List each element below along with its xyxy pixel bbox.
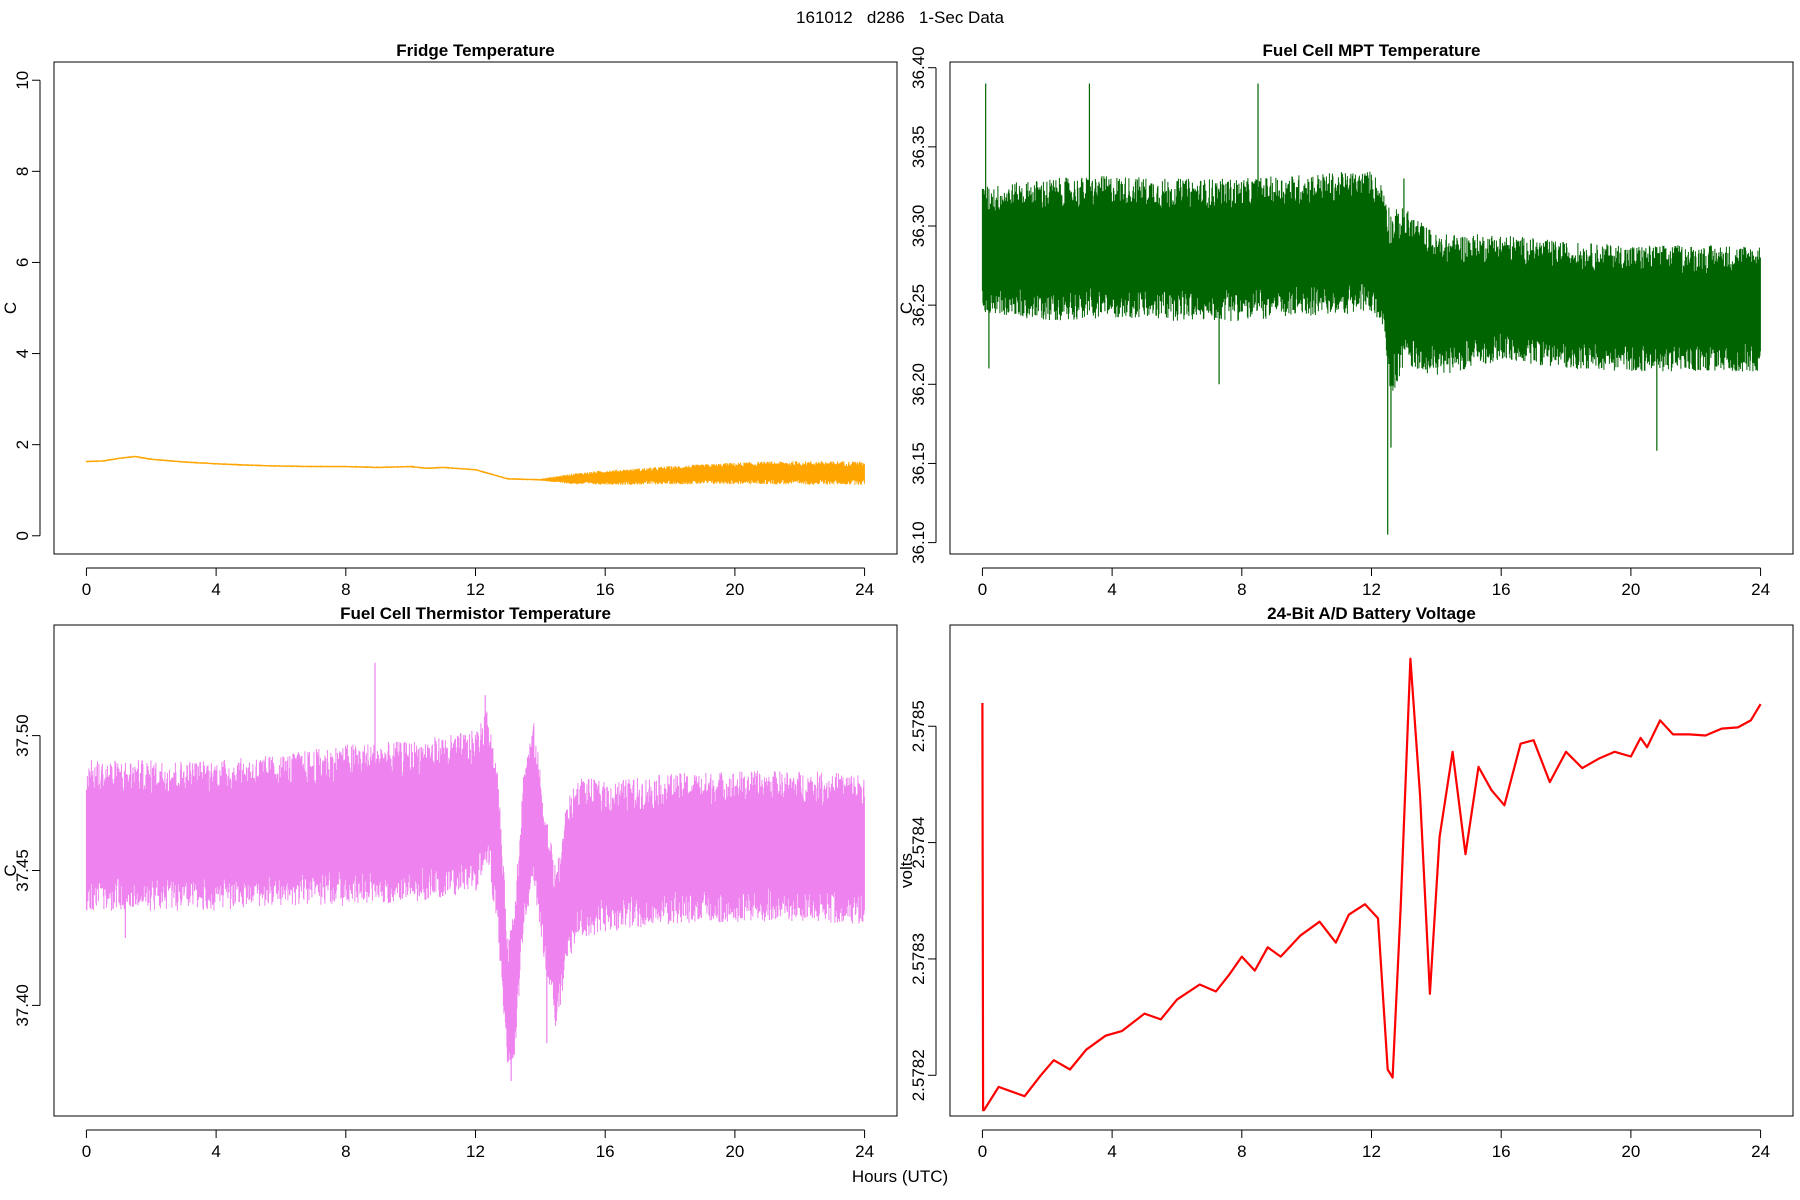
- series-fridge: [85, 455, 865, 485]
- x-tick-label: 24: [1751, 580, 1770, 599]
- y-tick-label: 36.25: [909, 284, 928, 327]
- x-tick-label: 12: [1362, 1142, 1381, 1161]
- chart-title: Fuel Cell Thermistor Temperature: [340, 604, 611, 623]
- y-tick-label: 8: [13, 167, 32, 176]
- x-tick-label: 0: [82, 1142, 91, 1161]
- y-tick-label: 2.5784: [909, 817, 928, 869]
- y-tick-label: 10: [13, 71, 32, 90]
- y-tick-label: 2: [13, 440, 32, 449]
- x-axis-label: Hours (UTC): [852, 1167, 948, 1186]
- y-axis: 37.40 37.45 37.50: [13, 714, 41, 1027]
- x-tick-label: 20: [1621, 580, 1640, 599]
- x-tick-label: 24: [1751, 1142, 1770, 1161]
- y-tick-label: 2.5785: [909, 700, 928, 752]
- x-tick-label: 20: [1621, 1142, 1640, 1161]
- y-tick-label: 6: [13, 258, 32, 267]
- x-tick-label: 24: [855, 1142, 874, 1161]
- x-axis: 0 4 8 12 16 20 24: [978, 1129, 1770, 1161]
- x-tick-label: 16: [596, 1142, 615, 1161]
- chart-mpt: Fuel Cell MPT Temperature C 0 4 8 12 16 20 24 36.…: [897, 41, 1794, 599]
- x-tick-label: 4: [211, 1142, 220, 1161]
- x-tick-label: 24: [855, 580, 874, 599]
- y-axis: 0 2 4 6 8 10: [13, 71, 41, 541]
- x-tick-label: 12: [466, 1142, 485, 1161]
- series-band: [981, 171, 1761, 391]
- series-band: [85, 711, 865, 1065]
- x-tick-label: 12: [1362, 580, 1381, 599]
- x-tick-label: 0: [82, 580, 91, 599]
- y-tick-label: 2.5782: [909, 1049, 928, 1101]
- y-axis: 36.10 36.15 36.20 36.25 36.30 36.35 36.40: [909, 46, 937, 564]
- y-tick-label: 37.50: [13, 714, 32, 757]
- plot-frame: [949, 624, 1794, 1117]
- plot-frame: [949, 61, 1794, 555]
- y-tick-label: 37.40: [13, 984, 32, 1027]
- y-tick-label: 36.20: [909, 363, 928, 406]
- x-tick-label: 16: [596, 580, 615, 599]
- x-tick-label: 12: [466, 580, 485, 599]
- y-tick-label: 0: [13, 531, 32, 540]
- series-thermistor: [85, 662, 865, 1081]
- chart-title: Fuel Cell MPT Temperature: [1263, 41, 1481, 60]
- y-tick-label: 36.40: [909, 46, 928, 89]
- x-axis: 0 4 8 12 16 20 24: [82, 1129, 874, 1161]
- x-tick-label: 8: [341, 580, 350, 599]
- x-tick-label: 16: [1492, 1142, 1511, 1161]
- series-band: [85, 455, 865, 485]
- x-tick-label: 4: [1107, 1142, 1116, 1161]
- y-axis-label: C: [1, 864, 20, 876]
- y-axis-label: volts: [897, 853, 916, 888]
- x-tick-label: 4: [211, 580, 220, 599]
- series-line: [981, 657, 1762, 1112]
- y-tick-label: 2.5783: [909, 933, 928, 985]
- x-tick-label: 4: [1107, 580, 1116, 599]
- y-tick-label: 36.15: [909, 442, 928, 485]
- series-battery: [981, 657, 1762, 1112]
- x-tick-label: 20: [725, 580, 744, 599]
- y-tick-label: 36.35: [909, 126, 928, 169]
- y-axis-label: C: [897, 302, 916, 314]
- x-tick-label: 0: [978, 1142, 987, 1161]
- chart-thermistor: Fuel Cell Thermistor Temperature C 0 4 8 12 16…: [1, 604, 898, 1161]
- x-tick-label: 8: [341, 1142, 350, 1161]
- x-tick-label: 0: [978, 580, 987, 599]
- x-tick-label: 8: [1237, 1142, 1246, 1161]
- chart-title: 24-Bit A/D Battery Voltage: [1267, 604, 1476, 623]
- series-mpt: [981, 83, 1761, 535]
- plot-frame: [53, 61, 898, 555]
- page-title: 161012 d286 1-Sec Data: [796, 8, 1004, 27]
- y-tick-label: 4: [13, 349, 32, 358]
- chart-battery: 24-Bit A/D Battery Voltage volts 0 4 8 12 16 20…: [897, 604, 1794, 1161]
- y-tick-label: 36.30: [909, 205, 928, 248]
- y-tick-label: 36.10: [909, 521, 928, 564]
- x-tick-label: 20: [725, 1142, 744, 1161]
- plot-frame: [53, 624, 898, 1117]
- x-axis: 0 4 8 12 16 20 24: [978, 567, 1770, 599]
- y-tick-label: 37.45: [13, 849, 32, 892]
- x-tick-label: 8: [1237, 580, 1246, 599]
- y-axis: 2.5782 2.5783 2.5784 2.5785: [909, 700, 937, 1101]
- chart-title: Fridge Temperature: [396, 41, 554, 60]
- x-tick-label: 16: [1492, 580, 1511, 599]
- x-axis: 0 4 8 12 16 20 24: [82, 567, 874, 599]
- y-axis-label: C: [1, 302, 20, 314]
